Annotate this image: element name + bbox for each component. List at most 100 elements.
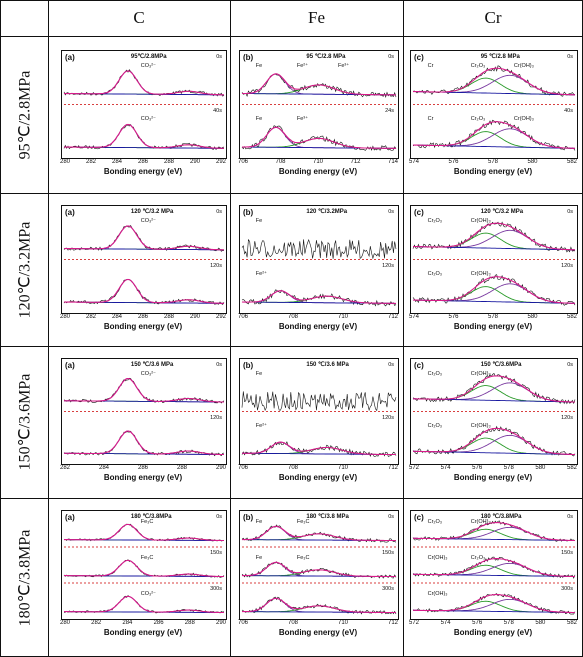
- x-axis-ticks: 280 282 284 286 288 290 292: [60, 314, 226, 322]
- x-axis-ticks: 706 708 710 712: [238, 620, 399, 628]
- x-tick-label: 712: [387, 465, 399, 471]
- envelope-fit: [413, 375, 575, 403]
- xps-panel-r2-Cr: (c) 150 ℃/3.6MPa 0s 120s Cr₂O₃ Cr(OH)₃ Cr₂O₃ Cr…: [410, 358, 578, 465]
- species-annotation: Cr(OH)₃: [470, 423, 491, 430]
- envelope-fit: [63, 430, 224, 456]
- xps-panel-r3-C: (a) 180 ℃/3.8MPa 0s 150s 300s Fe₃C Fe₃C CO₃²⁻: [61, 510, 227, 620]
- species-annotation: Cr₂O₃: [427, 370, 443, 377]
- species-annotation: Fe: [255, 554, 263, 561]
- envelope-fit: [63, 225, 224, 251]
- x-tick-label: 580: [527, 159, 538, 165]
- species-annotation: Fe²⁺: [296, 62, 309, 69]
- species-annotation: Cr(OH)₃: [470, 271, 491, 278]
- envelope-fit: [64, 595, 224, 614]
- x-tick-label: 712: [387, 620, 399, 626]
- exposure-time-label: 0s: [216, 362, 222, 368]
- condition-label: 150 ℃/3.6 MPa: [130, 362, 174, 368]
- x-axis-ticks: 280 282 284 286 288 290 292: [60, 159, 227, 167]
- envelope-fit: [242, 561, 396, 578]
- exposure-time-label: 150s: [561, 550, 573, 556]
- x-tick-label: 712: [350, 159, 361, 165]
- exposure-time-label: 0s: [567, 514, 573, 520]
- condition-label: 95 ℃/2.8 MPa: [480, 54, 520, 60]
- exposure-time-label: 0s: [388, 514, 394, 520]
- species-annotation: Cr(OH)₃: [427, 554, 448, 561]
- species-annotation: Fe₃C: [296, 518, 310, 525]
- spectrum-plot: [412, 520, 576, 615]
- x-tick-label: 282: [85, 314, 97, 320]
- x-axis-label: Bonding energy (eV): [278, 322, 358, 331]
- x-axis-label: Bonding energy (eV): [103, 473, 183, 482]
- species-annotation: CO₃²⁻: [140, 590, 156, 597]
- species-annotation: Fe²⁺: [255, 423, 267, 430]
- row-label-150c: 150℃/3.6MPa: [16, 373, 34, 471]
- spectrum-plot: [241, 391, 397, 458]
- condition-label: 180 ℃/3.8MPa: [480, 514, 522, 520]
- x-tick-label: 574: [440, 620, 451, 626]
- panel-label: (a): [65, 53, 75, 62]
- x-tick-label: 576: [472, 465, 483, 471]
- x-axis-label: Bonding energy (eV): [453, 628, 533, 637]
- x-tick-label: 290: [215, 620, 227, 626]
- x-tick-label: 710: [337, 465, 349, 471]
- xps-panel-r2-C: (a) 150 ℃/3.6 MPa 0s 120s CO₃²⁻: [61, 358, 227, 465]
- x-tick-label: 706: [237, 465, 249, 471]
- spectrum-plot: [241, 238, 397, 307]
- exposure-time-label: 300s: [210, 586, 222, 592]
- condition-label: 120 ℃/3.2MPa: [306, 209, 348, 215]
- species-annotation: Cr₂O₃: [470, 62, 486, 69]
- exposure-time-label: 0s: [567, 54, 573, 60]
- spectrum-plot: [63, 523, 225, 614]
- x-axis-label: Bonding energy (eV): [103, 322, 183, 331]
- x-tick-label: 574: [408, 314, 420, 320]
- species-annotation: Cr(OH)₃: [513, 116, 534, 123]
- column-header-c: C: [133, 8, 145, 27]
- x-tick-label: 578: [503, 465, 514, 471]
- exposure-time-label: 0s: [388, 362, 394, 368]
- x-axis-ticks: 574 576 578 580 582: [409, 159, 577, 167]
- envelope-fit: [413, 427, 575, 456]
- species-annotation: Cr(OH)₃: [470, 518, 491, 525]
- panel-label: (b): [243, 513, 254, 522]
- spectrum-plot: [63, 224, 225, 305]
- species-annotation: Fe₃C: [296, 554, 310, 561]
- column-header-cr: Cr: [484, 8, 502, 27]
- species-annotation: Cr₂O₃: [470, 554, 486, 561]
- x-tick-label: 578: [487, 159, 499, 165]
- species-annotation: Fe³⁺: [337, 62, 350, 69]
- panel-label: (a): [65, 361, 75, 370]
- condition-label: 95 ℃/2.8 MPa: [306, 54, 346, 60]
- x-tick-label: 582: [566, 314, 578, 320]
- x-tick-label: 292: [215, 159, 227, 165]
- x-axis-ticks: 706 708 710 712: [237, 465, 399, 473]
- envelope-fit: [413, 67, 575, 96]
- x-axis-ticks: 574 576 578 580 582: [408, 314, 578, 322]
- x-tick-label: 710: [337, 620, 349, 626]
- x-tick-label: 288: [184, 620, 195, 626]
- x-axis-label: Bonding energy (eV): [278, 167, 358, 176]
- exposure-time-label: 120s: [561, 414, 573, 421]
- exposure-time-label: 0s: [567, 209, 573, 215]
- x-tick-label: 576: [448, 159, 459, 165]
- exposure-time-label: 0s: [388, 54, 394, 60]
- measured-spectrum: [63, 559, 225, 578]
- x-tick-label: 574: [440, 465, 451, 471]
- panel-label: (c): [414, 513, 424, 522]
- species-annotation: Cr(OH)₃: [470, 370, 491, 377]
- x-axis-label: Bonding energy (eV): [453, 167, 533, 176]
- xps-panel-r0-Fe: (b) 95 ℃/2.8 MPa 0s 24s Fe Fe²⁺ Fe³⁺ Fe Fe³⁺: [239, 50, 399, 159]
- envelope-fit: [64, 523, 224, 542]
- condition-label: 95℃/2.8MPa: [130, 54, 167, 60]
- x-tick-label: 288: [176, 465, 188, 471]
- spectrum-plot: [412, 373, 576, 457]
- x-tick-label: 712: [387, 314, 399, 320]
- envelope-fit: [242, 525, 396, 542]
- x-axis-ticks: 572 574 576 578 580 582: [409, 465, 577, 473]
- measured-spectrum: [412, 119, 576, 151]
- envelope-fit: [63, 377, 224, 403]
- x-tick-label: 282: [91, 620, 102, 626]
- spectrum-plot: [241, 73, 397, 151]
- envelope-fit: [413, 276, 575, 304]
- species-annotation: Cr₂O₃: [427, 217, 443, 224]
- exposure-time-label: 0s: [216, 209, 222, 215]
